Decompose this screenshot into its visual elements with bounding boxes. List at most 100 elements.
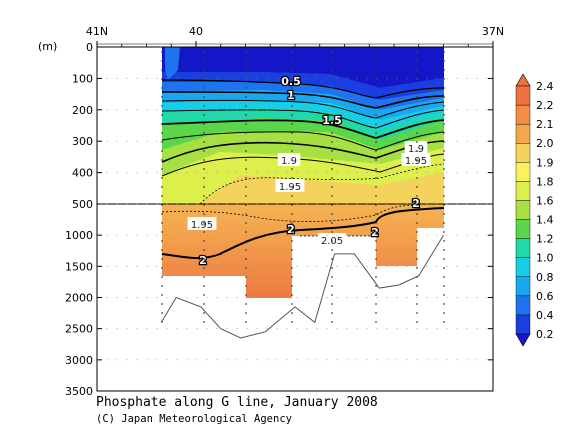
sample-point bbox=[331, 240, 333, 242]
grid-dot bbox=[486, 140, 488, 142]
grid-dot bbox=[386, 172, 388, 174]
sample-point bbox=[203, 96, 205, 98]
grid-dot bbox=[156, 172, 158, 174]
sample-point bbox=[331, 150, 333, 152]
contour-label-box bbox=[187, 217, 217, 230]
sample-point bbox=[331, 105, 333, 107]
sample-point bbox=[161, 204, 163, 206]
sample-point bbox=[443, 105, 445, 107]
contour-label: 2 bbox=[371, 226, 379, 239]
sample-point bbox=[331, 294, 333, 296]
grid-dot bbox=[386, 109, 388, 111]
sample-point bbox=[203, 285, 205, 287]
contour-label-box bbox=[275, 179, 305, 192]
grid-dot bbox=[236, 203, 238, 205]
sample-point bbox=[331, 114, 333, 116]
grid-dot bbox=[186, 234, 188, 236]
grid-dot bbox=[416, 109, 418, 111]
grid-dot bbox=[386, 140, 388, 142]
sample-point bbox=[245, 312, 247, 314]
y-axis-label: (m) bbox=[38, 40, 58, 53]
grid-dot bbox=[366, 109, 368, 111]
grid-dot bbox=[326, 297, 328, 298]
grid-dot bbox=[246, 265, 248, 267]
sample-point bbox=[375, 150, 377, 152]
depth-tick-label: 400 bbox=[72, 167, 93, 180]
sample-point bbox=[443, 96, 445, 98]
sample-point bbox=[443, 159, 445, 161]
grid-dot bbox=[456, 328, 458, 330]
grid-dot bbox=[416, 359, 418, 361]
grid-dot bbox=[316, 234, 318, 236]
sample-point bbox=[375, 276, 377, 278]
grid-dot bbox=[446, 359, 448, 361]
grid-dot bbox=[226, 203, 228, 205]
grid-dot bbox=[336, 109, 338, 111]
grid-dot bbox=[196, 234, 198, 236]
grid-dot bbox=[306, 77, 308, 79]
grid-dot bbox=[406, 172, 408, 174]
grid-dot bbox=[226, 172, 228, 174]
sample-point bbox=[443, 69, 445, 71]
sample-point bbox=[375, 123, 377, 125]
grid-dot bbox=[276, 359, 278, 361]
sample-point bbox=[375, 87, 377, 89]
grid-dot bbox=[266, 203, 268, 205]
sample-point bbox=[291, 150, 293, 152]
sample-point bbox=[416, 105, 418, 107]
grid-dot bbox=[186, 172, 188, 174]
grid-dot bbox=[446, 203, 448, 205]
sample-point bbox=[203, 249, 205, 251]
grid-dot bbox=[306, 203, 308, 205]
grid-dot bbox=[376, 109, 378, 111]
sample-point bbox=[331, 213, 333, 215]
sample-point bbox=[203, 177, 205, 179]
grid-dot bbox=[446, 172, 448, 174]
grid-dot bbox=[126, 140, 128, 142]
grid-dot bbox=[196, 203, 198, 205]
grid-dot bbox=[456, 109, 458, 111]
grid-dot bbox=[266, 172, 268, 174]
sample-point bbox=[443, 276, 445, 278]
sample-point bbox=[203, 312, 205, 314]
grid-dot bbox=[476, 297, 478, 298]
sample-point bbox=[331, 132, 333, 134]
sample-point bbox=[245, 213, 247, 215]
grid-dot bbox=[196, 172, 198, 174]
sample-point bbox=[161, 51, 163, 53]
grid-dot bbox=[466, 234, 468, 236]
grid-dot bbox=[106, 172, 108, 174]
grid-dot bbox=[206, 109, 208, 111]
grid-dot bbox=[386, 328, 388, 330]
grid-dot bbox=[106, 140, 108, 142]
grid-dot bbox=[166, 203, 168, 205]
grid-dot bbox=[106, 359, 108, 361]
contour-label: 2 bbox=[199, 254, 207, 267]
grid-dot bbox=[266, 77, 268, 79]
grid-dot bbox=[226, 359, 228, 361]
grid-dot bbox=[396, 77, 398, 79]
grid-dot bbox=[146, 203, 148, 205]
grid-dot bbox=[336, 265, 338, 267]
sample-point bbox=[416, 222, 418, 224]
grid-dot bbox=[146, 265, 148, 267]
grid-dot bbox=[406, 328, 408, 330]
sample-point bbox=[245, 96, 247, 98]
sample-point bbox=[161, 231, 163, 233]
sample-point bbox=[245, 276, 247, 278]
grid-dot bbox=[116, 77, 118, 79]
grid-dot bbox=[396, 203, 398, 205]
grid-dot bbox=[436, 359, 438, 361]
depth-tick-label: 2000 bbox=[65, 292, 93, 305]
sample-point bbox=[291, 51, 293, 53]
sample-point bbox=[203, 150, 205, 152]
sample-point bbox=[416, 285, 418, 287]
grid-dot bbox=[346, 328, 348, 330]
sample-point bbox=[161, 132, 163, 134]
grid-dot bbox=[266, 140, 268, 142]
grid-dot bbox=[136, 140, 138, 142]
depth-tick-label: 0 bbox=[86, 41, 93, 54]
sample-point bbox=[245, 78, 247, 80]
sample-point bbox=[331, 69, 333, 71]
